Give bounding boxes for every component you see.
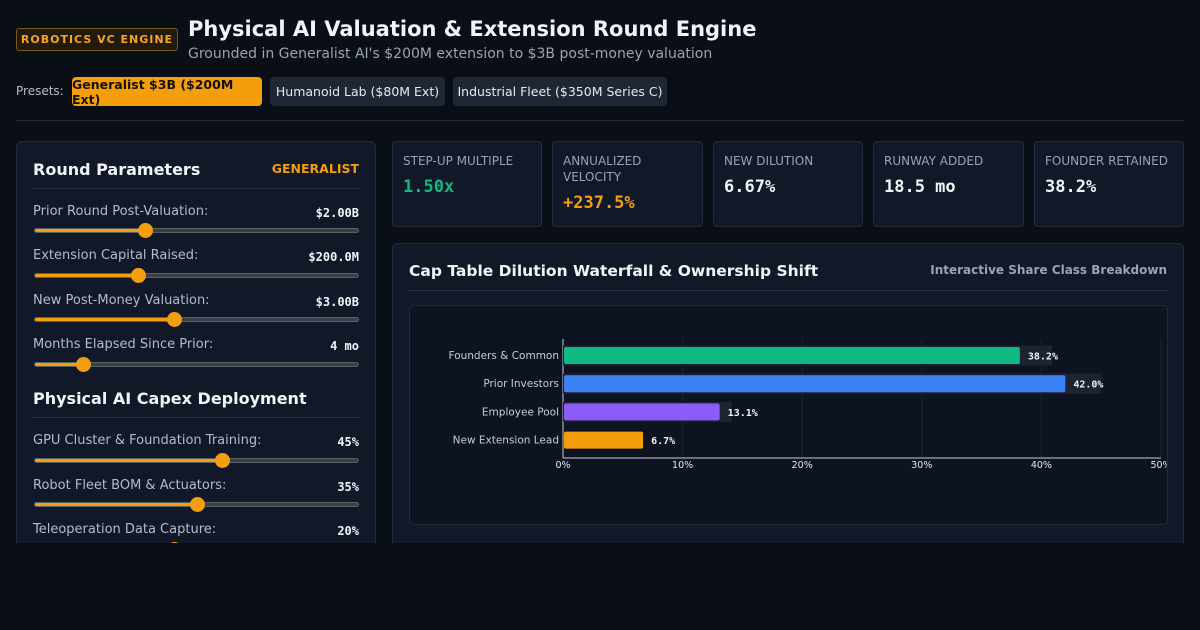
cap-table-chart-panel: Cap Table Dilution Waterfall & Ownership… — [392, 243, 1184, 543]
section-divider — [33, 417, 359, 418]
data-label: 38.2% — [1028, 352, 1058, 363]
presets-label: Presets: — [16, 84, 64, 98]
gpu-cluster-value: 45% — [337, 435, 359, 449]
months-elapsed-value: 4 mo — [330, 339, 359, 353]
slider-thumb[interactable] — [166, 542, 182, 543]
kpi-new-dilution: NEW DILUTION 6.67% — [713, 141, 863, 227]
kpi-label: ANNUALIZED VELOCITY — [563, 154, 642, 184]
preset-humanoid-lab-button[interactable]: Humanoid Lab ($80M Ext) — [270, 77, 445, 106]
slider-thumb[interactable] — [131, 268, 147, 283]
page-subtitle: Grounded in Generalist AI's $200M extens… — [188, 46, 713, 62]
ownership-bar — [564, 431, 644, 449]
kpi-label: RUNWAY ADDED — [884, 154, 984, 168]
new-post-money-value: $3.00B — [315, 295, 359, 309]
robot-fleet-label: Robot Fleet BOM & Actuators: — [33, 478, 227, 493]
slider-thumb[interactable] — [137, 223, 153, 238]
slider-thumb[interactable] — [166, 312, 182, 327]
slider-fill — [35, 459, 223, 462]
kpi-runway-added: RUNWAY ADDED 18.5 mo — [873, 141, 1024, 227]
x-tick-label: 40% — [1031, 460, 1052, 471]
kpi-value: 18.5 mo — [884, 177, 956, 197]
extension-capital-label: Extension Capital Raised: — [33, 248, 199, 263]
x-tick-label: 20% — [792, 460, 813, 471]
chart-title: Cap Table Dilution Waterfall & Ownership… — [409, 262, 819, 280]
kpi-annualized-velocity: ANNUALIZED VELOCITY +237.5% — [552, 141, 703, 227]
extension-capital-slider[interactable] — [34, 268, 359, 283]
ownership-bar — [564, 403, 720, 421]
slider-fill — [35, 274, 139, 277]
capex-deployment-title: Physical AI Capex Deployment — [33, 389, 307, 408]
data-label: 6.7% — [651, 436, 675, 447]
data-label: 13.1% — [728, 408, 758, 419]
kpi-value: 1.50x — [403, 177, 455, 197]
dilution-bar-chart: 0% 10% 20% 30% 40% 50% Founders & Common 38.2% P… — [449, 339, 1172, 471]
slider-fill — [35, 503, 197, 506]
ownership-bar — [564, 375, 1066, 393]
slider-fill — [35, 229, 145, 232]
teleoperation-label: Teleoperation Data Capture: — [33, 522, 217, 537]
slider-thumb[interactable] — [189, 497, 205, 512]
months-elapsed-slider[interactable] — [34, 357, 359, 372]
robot-fleet-slider[interactable] — [34, 497, 359, 512]
slider-thumb[interactable] — [76, 357, 92, 372]
page-title: Physical AI Valuation & Extension Round … — [188, 17, 757, 41]
data-label: 42.0% — [1073, 380, 1103, 391]
slider-thumb[interactable] — [215, 453, 231, 468]
section-divider — [33, 188, 359, 189]
preset-industrial-fleet-button[interactable]: Industrial Fleet ($350M Series C) — [453, 77, 667, 106]
kpi-label: FOUNDER RETAINED — [1045, 154, 1168, 168]
x-tick-label: 30% — [911, 460, 932, 471]
gpu-cluster-label: GPU Cluster & Foundation Training: — [33, 433, 262, 448]
category-label: Employee Pool — [482, 406, 559, 418]
x-tick-label: 50% — [1150, 460, 1167, 471]
header-divider — [16, 120, 1184, 121]
generalist-tag: GENERALIST — [271, 161, 359, 176]
extension-capital-value: $200.0M — [308, 250, 359, 264]
ownership-bar — [564, 347, 1020, 364]
prior-valuation-label: Prior Round Post-Valuation: — [33, 204, 209, 219]
kpi-value: 6.67% — [724, 177, 776, 197]
robot-fleet-value: 35% — [337, 480, 359, 494]
category-label: Prior Investors — [483, 378, 559, 390]
category-label: Founders & Common — [449, 350, 559, 362]
kpi-label: STEP-UP MULTIPLE — [403, 154, 514, 168]
x-tick-label: 10% — [672, 460, 693, 471]
slider-fill — [35, 318, 174, 321]
kpi-value: +237.5% — [563, 193, 635, 213]
chart-divider — [409, 290, 1167, 291]
kpi-step-up-multiple: STEP-UP MULTIPLE 1.50x — [392, 141, 542, 227]
new-post-money-slider[interactable] — [34, 312, 359, 327]
chart-tag: Interactive Share Class Breakdown — [930, 263, 1167, 277]
prior-valuation-slider[interactable] — [34, 223, 359, 238]
kpi-value: 38.2% — [1045, 177, 1097, 197]
x-tick-label: 0% — [555, 460, 570, 471]
chart-area: 0% 10% 20% 30% 40% 50% Founders & Common 38.2% P… — [409, 305, 1172, 525]
robotics-vc-badge: ROBOTICS VC ENGINE — [16, 28, 178, 51]
teleoperation-value: 20% — [337, 524, 359, 538]
kpi-label: NEW DILUTION — [724, 154, 814, 168]
slider-fill — [35, 363, 84, 366]
new-post-money-label: New Post-Money Valuation: — [33, 293, 210, 308]
prior-valuation-value: $2.00B — [315, 206, 359, 220]
parameters-panel: Round Parameters GENERALIST Prior Round … — [16, 141, 376, 543]
months-elapsed-label: Months Elapsed Since Prior: — [33, 337, 214, 352]
preset-generalist-button[interactable]: Generalist $3B ($200M Ext) — [72, 77, 262, 107]
gpu-cluster-slider[interactable] — [34, 453, 359, 468]
round-parameters-title: Round Parameters — [33, 160, 201, 179]
kpi-founder-retained: FOUNDER RETAINED 38.2% — [1034, 141, 1184, 227]
category-label: New Extension Lead — [453, 435, 559, 447]
